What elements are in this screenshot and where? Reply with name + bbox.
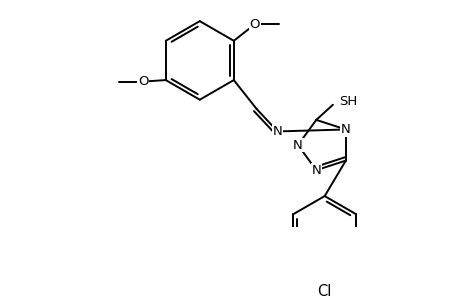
Text: N: N xyxy=(292,139,302,152)
Text: N: N xyxy=(272,125,282,138)
Text: O: O xyxy=(249,18,260,31)
Text: N: N xyxy=(340,123,350,136)
Text: N: N xyxy=(311,164,320,177)
Text: O: O xyxy=(138,75,148,88)
Text: SH: SH xyxy=(338,95,356,108)
Text: Cl: Cl xyxy=(317,284,331,299)
